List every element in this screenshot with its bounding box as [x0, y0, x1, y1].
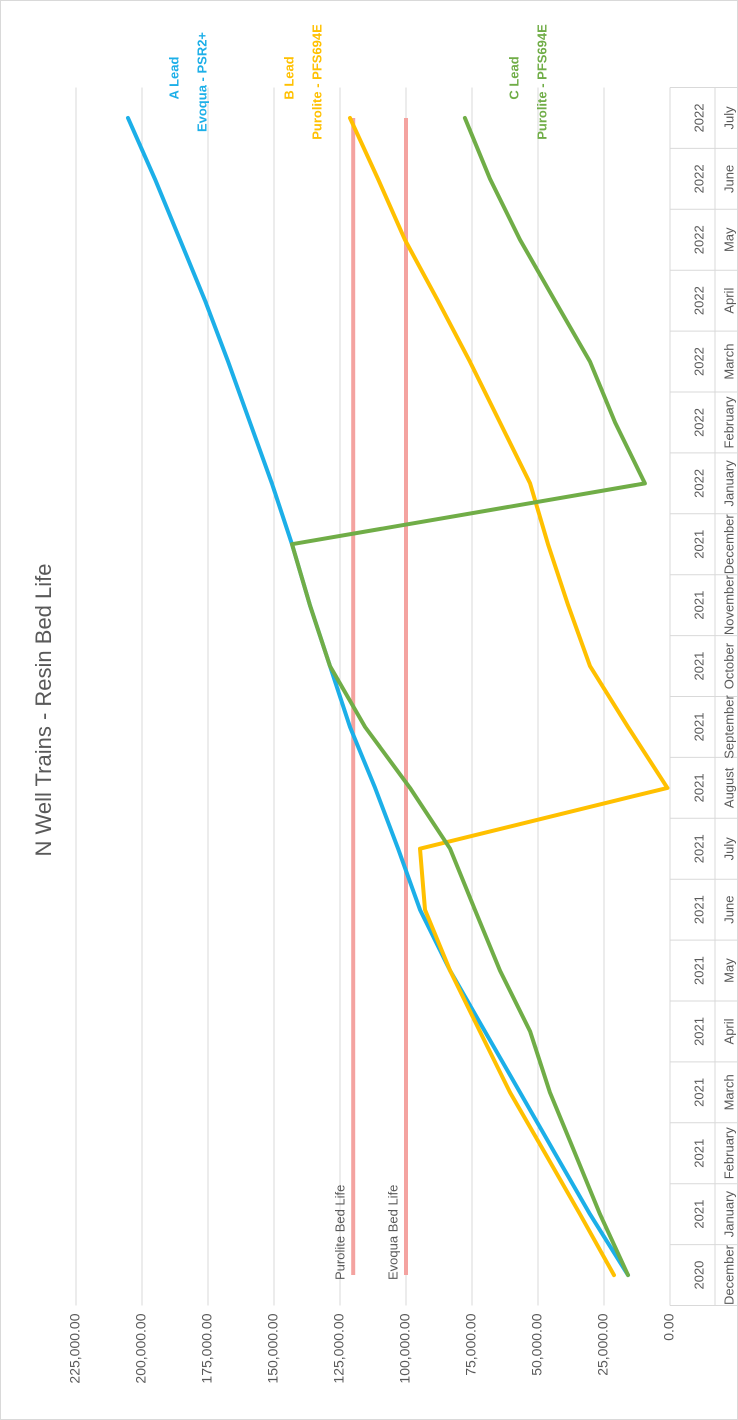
- x-tick-label: June: [721, 896, 736, 924]
- series-product: Evoqua - PSR2+: [194, 32, 209, 132]
- x-tick-year: 2022: [691, 347, 706, 376]
- series-label: C Lead: [506, 56, 521, 99]
- reference-label: Evoqua Bed Life: [385, 1185, 400, 1280]
- x-tick-year: 2022: [691, 286, 706, 315]
- series-label: B Lead: [281, 56, 296, 99]
- x-tick-year: 2021: [691, 1078, 706, 1107]
- y-tick-label: 25,000.00: [595, 1313, 611, 1375]
- x-tick-label: September: [721, 694, 736, 758]
- x-tick-label: February: [721, 1127, 736, 1180]
- x-tick-label: December: [721, 1244, 736, 1305]
- x-tick-label: January: [721, 460, 736, 507]
- x-tick-label: April: [721, 288, 736, 314]
- y-tick-label: 125,000.00: [331, 1313, 347, 1383]
- x-tick-label: April: [721, 1018, 736, 1044]
- x-tick-year: 2021: [691, 712, 706, 741]
- x-tick-year: 2022: [691, 469, 706, 498]
- x-tick-year: 2021: [691, 652, 706, 681]
- x-tick-year: 2021: [691, 591, 706, 620]
- x-tick-year: 2021: [691, 773, 706, 802]
- x-tick-year: 2022: [691, 164, 706, 193]
- x-tick-label: January: [721, 1191, 736, 1238]
- rotated-chart: N Well Trains - Resin Bed Life 0.00 25,00…: [31, 24, 738, 1384]
- x-tick-year: 2020: [691, 1261, 706, 1290]
- x-tick-label: May: [721, 227, 736, 252]
- x-tick-label: March: [721, 343, 736, 379]
- series-product: Purolite - PFS694E: [534, 24, 549, 140]
- y-tick-label: 225,000.00: [67, 1313, 83, 1383]
- x-tick-label: August: [721, 767, 736, 808]
- chart-title: N Well Trains - Resin Bed Life: [31, 563, 56, 856]
- y-tick-label: 200,000.00: [133, 1313, 149, 1383]
- x-tick-year: 2022: [691, 225, 706, 254]
- x-tick-label: May: [721, 958, 736, 983]
- x-tick-label: March: [721, 1074, 736, 1110]
- x-tick-label: February: [721, 396, 736, 449]
- x-tick-label: July: [721, 106, 736, 130]
- y-tick-label: 50,000.00: [529, 1313, 545, 1375]
- x-tick-year: 2021: [691, 1139, 706, 1168]
- series-line: [126, 116, 630, 1278]
- series-line: [348, 116, 670, 1278]
- x-tick-year: 2021: [691, 956, 706, 985]
- y-tick-label: 0.00: [661, 1313, 677, 1340]
- x-tick-year: 2021: [691, 895, 706, 924]
- series-label: A Lead: [166, 57, 181, 100]
- x-tick-year: 2021: [691, 530, 706, 559]
- x-tick-year: 2022: [691, 408, 706, 437]
- series-line: [290, 116, 647, 1278]
- x-tick-label: November: [721, 574, 736, 635]
- x-tick-label: December: [721, 514, 736, 575]
- x-tick-year: 2021: [691, 1200, 706, 1229]
- y-tick-label: 75,000.00: [463, 1313, 479, 1375]
- y-tick-label: 175,000.00: [199, 1313, 215, 1383]
- series-product: Purolite - PFS694E: [309, 24, 324, 140]
- x-tick-year: 2021: [691, 834, 706, 863]
- x-tick-label: October: [721, 642, 736, 689]
- y-tick-label: 150,000.00: [265, 1313, 281, 1383]
- x-tick-label: July: [721, 837, 736, 861]
- x-tick-year: 2021: [691, 1017, 706, 1046]
- x-tick-label: June: [721, 165, 736, 193]
- x-tick-year: 2022: [691, 103, 706, 132]
- y-tick-label: 100,000.00: [397, 1313, 413, 1383]
- reference-label: Purolite Bed Life: [333, 1185, 348, 1280]
